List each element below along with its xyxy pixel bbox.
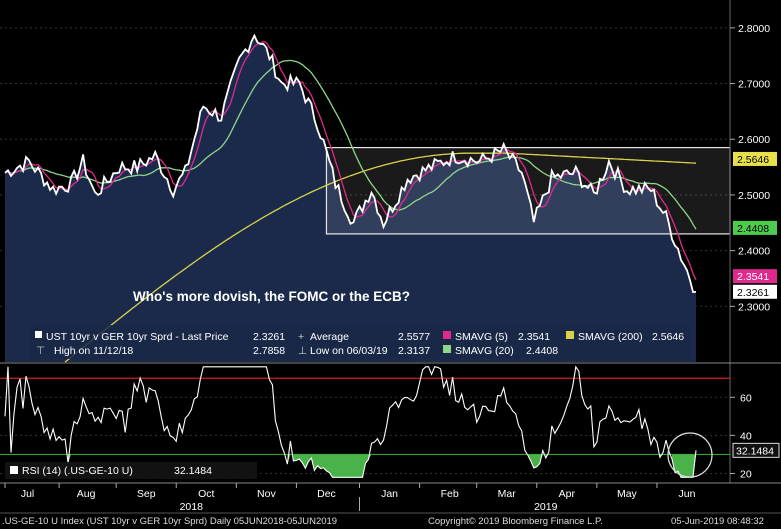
rsi-legend-value: 32.1484 xyxy=(174,465,212,477)
sma20-swatch xyxy=(443,345,451,353)
legend: UST 10yr v GER 10yr Sprd - Last Price 2.… xyxy=(30,325,690,359)
legend-sma20-label: SMAVG (20) xyxy=(455,345,514,357)
footer-center: Copyright© 2019 Bloomberg Finance L.P. xyxy=(428,516,603,527)
sma5-line xyxy=(4,40,697,281)
price-axis: 2.3000 2.4000 2.5000 2.6000 2.7000 2.8000 xyxy=(730,23,770,313)
price-line xyxy=(4,33,697,293)
last-price-badge-text: 2.3261 xyxy=(737,287,769,299)
x-axis: Jul Aug Sep Oct Nov Dec Jan Feb Mar Apr May Jun 2018… xyxy=(4,483,696,513)
legend-high-value: 2.7858 xyxy=(253,345,285,357)
footer-left: .US-GE-10 U Index (UST 10yr v GER 10yr S… xyxy=(2,516,337,527)
legend-high-label: High on 11/12/18 xyxy=(54,345,133,357)
annotation-text: Who's more dovish, the FOMC or the ECB? xyxy=(133,289,410,304)
rsi-legend-box xyxy=(5,462,257,479)
sma200-swatch xyxy=(566,331,574,339)
low-marker-icon: ⊥ xyxy=(298,345,307,357)
sma200-badge-bg xyxy=(733,151,777,166)
average-marker-icon: + xyxy=(298,331,304,343)
rsi-tick-label: 60 xyxy=(740,392,752,404)
month-label: Nov xyxy=(257,488,276,500)
sma200-line xyxy=(64,152,697,363)
rsi-badge-text: 32.1484 xyxy=(736,445,774,457)
rsi-legend-label: RSI (14) (.US-GE-10 U) xyxy=(22,465,133,477)
rsi-panel: RSI (14) (.US-GE-10 U) 32.1484 xyxy=(0,365,730,479)
last-price-badge: 2.3261 xyxy=(733,284,777,299)
sma5-badge-bg xyxy=(733,269,777,284)
legend-sma200-label: SMAVG (200) xyxy=(578,331,643,343)
month-label: Jun xyxy=(679,488,696,500)
rsi-badge-bg xyxy=(732,442,780,458)
sma5-swatch xyxy=(443,331,451,339)
rsi-tick-label: 40 xyxy=(740,430,752,442)
legend-average-value: 2.5577 xyxy=(398,331,430,343)
legend-low-label: Low on 06/03/19 xyxy=(310,345,388,357)
price-panel: Who's more dovish, the FOMC or the ECB? xyxy=(0,27,731,363)
month-label: Feb xyxy=(441,488,459,500)
price-tick-label: 2.7000 xyxy=(738,79,770,91)
footer-right: 05-Jun-2019 08:48:32 xyxy=(671,516,764,527)
month-label: Jul xyxy=(21,488,34,500)
rsi-axis: 20 40 60 xyxy=(730,392,752,480)
year-label: 2018 xyxy=(180,501,204,513)
rsi-swatch xyxy=(10,466,18,474)
sma200-badge: 2.5646 xyxy=(733,151,777,166)
price-tick-label: 2.8000 xyxy=(738,23,770,35)
rsi-badge: 32.1484 xyxy=(732,442,780,458)
sma20-badge-text: 2.4408 xyxy=(737,223,769,235)
price-area-fill xyxy=(5,35,696,362)
legend-sma20-value: 2.4408 xyxy=(526,345,558,357)
month-label: Sep xyxy=(137,488,156,500)
month-label: Oct xyxy=(198,488,214,500)
sma200-badge-text: 2.5646 xyxy=(737,154,769,166)
price-tick-label: 2.4000 xyxy=(738,246,770,258)
month-label: May xyxy=(617,488,638,500)
price-tick-label: 2.5000 xyxy=(738,190,770,202)
price-swatch xyxy=(35,331,42,338)
legend-last-price-label: UST 10yr v GER 10yr Sprd - Last Price xyxy=(46,331,229,343)
month-label: Aug xyxy=(77,488,96,500)
month-label: Jan xyxy=(381,488,398,500)
month-label: Mar xyxy=(498,488,517,500)
rsi-oversold-fill xyxy=(68,454,697,478)
legend-average-label: Average xyxy=(310,331,349,343)
sma5-badge: 2.3541 xyxy=(733,269,777,284)
sma20-badge: 2.4408 xyxy=(733,220,777,235)
high-marker-icon: ⊤ xyxy=(36,345,45,357)
highlight-circle xyxy=(667,432,713,478)
price-tick-label: 2.6000 xyxy=(738,134,770,146)
month-label: Apr xyxy=(559,488,576,500)
legend-sma200-value: 2.5646 xyxy=(652,331,684,343)
year-label: 2019 xyxy=(534,501,558,513)
last-price-badge-bg xyxy=(733,284,777,299)
price-badges: 2.5646 2.4408 2.3541 2.3261 xyxy=(733,151,777,299)
legend-low-value: 2.3137 xyxy=(398,345,430,357)
price-tick-label: 2.3000 xyxy=(738,301,770,313)
rsi-line xyxy=(4,365,697,478)
sma5-badge-text: 2.3541 xyxy=(737,271,769,283)
legend-sma5-value: 2.3541 xyxy=(518,331,550,343)
rsi-tick-label: 20 xyxy=(740,468,752,480)
legend-last-price-value: 2.3261 xyxy=(253,331,285,343)
sma20-badge-bg xyxy=(733,220,777,235)
month-label: Dec xyxy=(317,488,336,500)
legend-sma5-label: SMAVG (5) xyxy=(455,331,508,343)
